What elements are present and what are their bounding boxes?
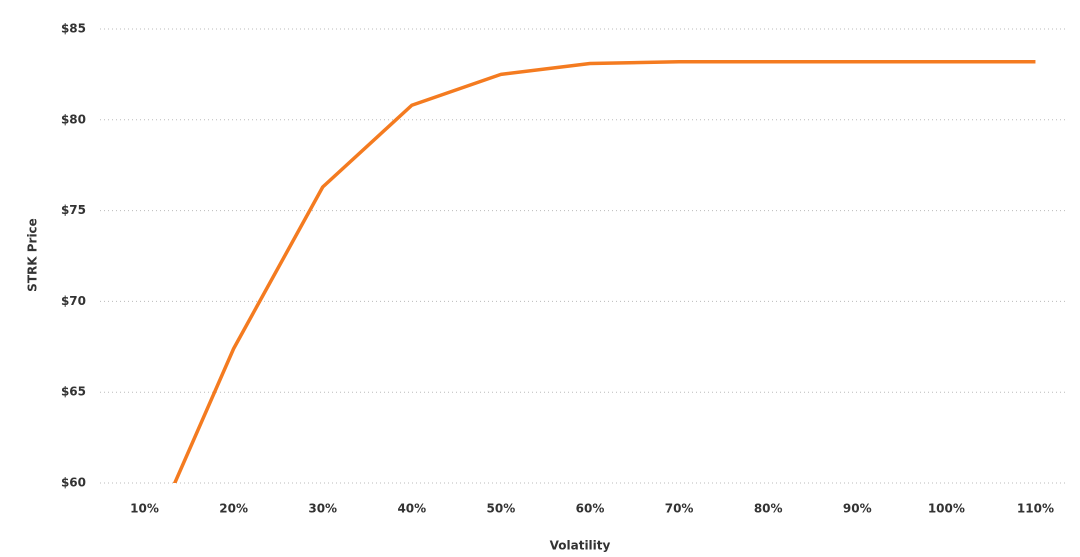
- y-axis-title: STRK Price: [26, 218, 40, 292]
- x-tick-label: 80%: [754, 502, 783, 516]
- x-tick-label: 60%: [576, 502, 605, 516]
- y-tick-label: $70: [61, 294, 86, 308]
- y-tick-label: $60: [61, 476, 86, 490]
- y-tick-label: $75: [61, 203, 86, 217]
- x-tick-label: 110%: [1017, 502, 1054, 516]
- x-tick-label: 20%: [219, 502, 248, 516]
- y-tick-label: $65: [61, 385, 86, 399]
- x-tick-label: 10%: [130, 502, 159, 516]
- x-tick-label: 30%: [308, 502, 337, 516]
- x-axis-title: Volatility: [550, 539, 611, 553]
- x-tick-label: 70%: [665, 502, 694, 516]
- data-line: [172, 59, 1036, 483]
- x-tick-label: 40%: [397, 502, 426, 516]
- x-tick-label: 90%: [843, 502, 872, 516]
- y-tick-label: $85: [61, 22, 86, 36]
- x-tick-label: 50%: [487, 502, 516, 516]
- y-tick-label: $80: [61, 112, 86, 126]
- x-tick-label: 100%: [928, 502, 965, 516]
